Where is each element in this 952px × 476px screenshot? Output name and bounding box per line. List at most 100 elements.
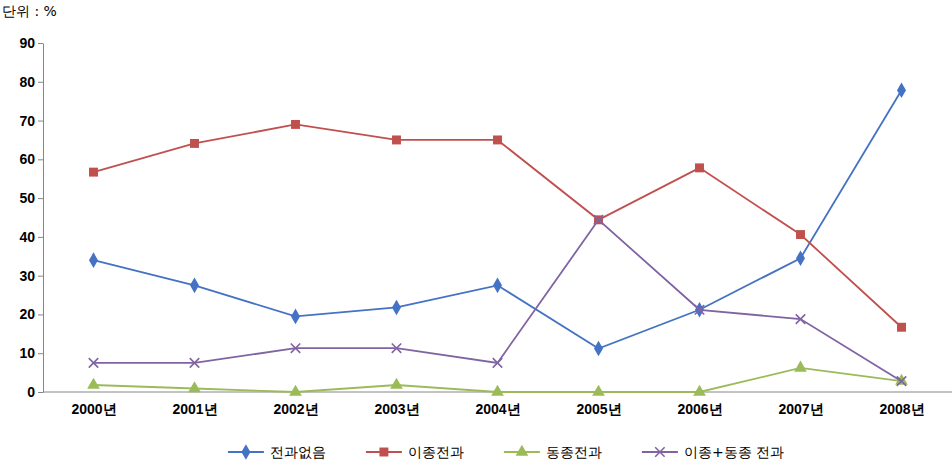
unit-label: 단위 : % <box>2 3 57 19</box>
legend-item: 이종+동종 전과 <box>642 444 784 460</box>
data-point <box>291 309 300 325</box>
legend-marker <box>516 445 529 456</box>
data-point <box>190 139 199 148</box>
y-tick-mark <box>38 198 43 199</box>
x-tick: 2002년 <box>273 392 318 417</box>
data-point <box>89 358 98 367</box>
y-tick: 30 <box>19 268 43 284</box>
x-tick-label: 2006년 <box>677 401 722 417</box>
data-point <box>188 381 201 392</box>
data-point <box>695 305 704 314</box>
data-point <box>291 343 300 352</box>
x-tick-label: 2003년 <box>374 401 419 417</box>
y-tick-label: 80 <box>19 74 35 90</box>
data-point <box>695 163 704 172</box>
data-point <box>594 215 603 224</box>
y-tick-label: 40 <box>19 229 35 245</box>
data-point <box>796 250 805 266</box>
data-point <box>392 135 401 144</box>
plot-area <box>87 83 908 396</box>
data-point <box>190 358 199 367</box>
legend-item: 동종전과 <box>504 444 602 460</box>
data-point <box>89 168 98 177</box>
y-tick-label: 10 <box>19 345 35 361</box>
x-tick: 2007년 <box>778 392 823 417</box>
y-axis: 0 10 20 30 40 50 60 70 80 90 <box>19 35 43 400</box>
y-tick-label: 70 <box>19 113 35 129</box>
x-tick: 2001년 <box>172 392 217 417</box>
x-tick: 2008년 <box>879 392 924 417</box>
y-tick-label: 90 <box>19 35 35 51</box>
y-tick-label: 50 <box>19 190 35 206</box>
y-tick-mark <box>38 353 43 354</box>
y-tick-label: 60 <box>19 151 35 167</box>
data-point <box>493 358 502 367</box>
y-tick-mark <box>38 82 43 83</box>
series-markers <box>87 361 908 396</box>
y-tick-mark <box>38 237 43 238</box>
data-point <box>897 323 906 332</box>
data-point <box>897 376 906 385</box>
chart: 단위 : % 0 10 20 30 40 50 60 70 80 90 2000년 2001년 2002년… <box>0 0 952 476</box>
data-point <box>491 385 504 396</box>
data-point <box>693 385 706 396</box>
series-line <box>94 220 902 381</box>
x-tick-label: 2004년 <box>475 401 520 417</box>
data-point <box>493 278 502 294</box>
y-tick-mark <box>38 121 43 122</box>
y-tick: 10 <box>19 345 43 361</box>
y-tick: 60 <box>19 151 43 167</box>
y-tick: 20 <box>19 306 43 322</box>
legend-marker <box>379 448 388 457</box>
y-tick: 50 <box>19 190 43 206</box>
data-point <box>289 385 302 396</box>
data-point <box>594 341 603 357</box>
legend-label: 이종+동종 전과 <box>684 444 784 460</box>
data-point <box>592 385 605 396</box>
y-tick: 40 <box>19 229 43 245</box>
data-point <box>390 378 403 389</box>
data-point <box>87 378 100 389</box>
x-tick: 2004년 <box>475 392 520 417</box>
data-point <box>897 83 906 99</box>
legend-item: 전과없음 <box>228 444 326 460</box>
data-point <box>392 300 401 316</box>
x-tick: 2005년 <box>576 392 621 417</box>
y-tick-label: 20 <box>19 306 35 322</box>
legend-label: 전과없음 <box>270 444 326 460</box>
y-tick: 70 <box>19 113 43 129</box>
y-tick: 0 <box>27 384 43 400</box>
y-tick-mark <box>38 276 43 277</box>
series-line <box>94 124 902 327</box>
x-axis: 2000년 2001년 2002년 2003년 2004년 2005년 2006년 2007년… <box>43 392 952 417</box>
x-tick: 2003년 <box>374 392 419 417</box>
legend-marker <box>655 447 664 456</box>
y-axis-line <box>43 44 44 393</box>
y-tick: 90 <box>19 35 43 51</box>
y-tick-mark <box>38 159 43 160</box>
series-markers <box>89 215 906 386</box>
x-tick: 2006년 <box>677 392 722 417</box>
legend-label: 동종전과 <box>546 444 602 460</box>
x-tick-label: 2002년 <box>273 401 318 417</box>
x-tick-label: 2008년 <box>879 401 924 417</box>
x-tick-label: 2007년 <box>778 401 823 417</box>
x-tick-label: 2005년 <box>576 401 621 417</box>
y-tick-mark <box>38 43 43 44</box>
y-tick: 80 <box>19 74 43 90</box>
x-tick-label: 2001년 <box>172 401 217 417</box>
y-tick-label: 0 <box>27 384 35 400</box>
legend-label: 이종전과 <box>408 444 464 460</box>
series-markers <box>89 83 906 357</box>
legend-item: 이종전과 <box>366 444 464 460</box>
data-point <box>594 215 603 224</box>
data-point <box>89 252 98 268</box>
legend-marker <box>241 444 250 460</box>
data-point <box>392 343 401 352</box>
x-tick: 2000년 <box>71 392 116 417</box>
legend: 전과없음 이종전과 동종전과 이종+동종 전과 <box>228 444 784 460</box>
y-tick-mark <box>38 314 43 315</box>
data-point <box>796 230 805 239</box>
data-point <box>796 314 805 323</box>
data-point <box>291 120 300 129</box>
